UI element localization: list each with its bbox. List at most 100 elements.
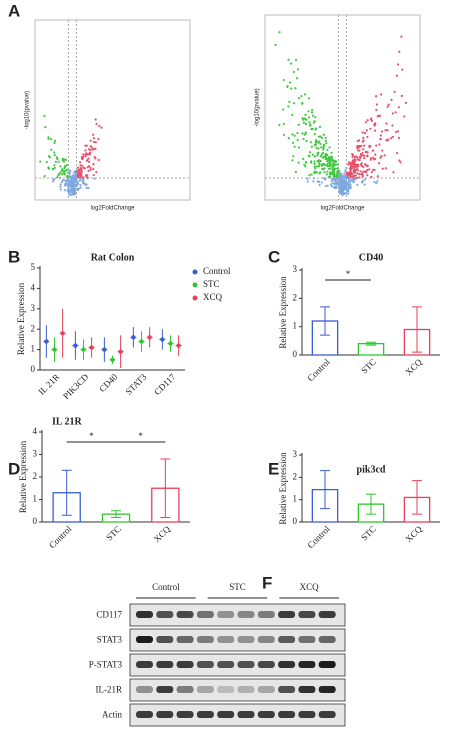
volcano-point — [82, 182, 85, 185]
x-tick-label: Control — [305, 523, 332, 550]
volcano-point — [361, 175, 365, 178]
volcano-point — [72, 193, 75, 196]
volcano-point — [92, 148, 95, 151]
volcano-point — [309, 123, 312, 126]
volcano-point — [379, 156, 382, 159]
volcano-point — [311, 153, 314, 156]
x-tick-label: CD117 — [152, 371, 178, 397]
volcano-point — [374, 153, 377, 156]
volcano-point — [373, 123, 376, 126]
volcano-point — [333, 179, 336, 182]
volcano-point — [361, 140, 364, 143]
mean-point — [176, 343, 181, 348]
volcano-point — [63, 189, 67, 192]
volcano-point — [304, 160, 308, 164]
volcano-point — [311, 114, 315, 117]
y-tick-label: 3 — [293, 449, 298, 459]
volcano-point — [363, 157, 366, 160]
panel-label: D — [8, 459, 20, 478]
blot-band — [298, 711, 316, 718]
volcano-point — [347, 177, 350, 180]
volcano-point — [397, 106, 401, 109]
volcano-point — [57, 160, 60, 163]
volcano-point — [347, 161, 350, 164]
blot-band — [217, 686, 235, 693]
volcano-point — [331, 158, 334, 162]
blot-band — [196, 686, 214, 693]
volcano-point — [47, 166, 50, 169]
x-tick-label: Control — [47, 523, 74, 550]
volcano-point — [72, 184, 75, 187]
volcano-point — [354, 158, 357, 161]
volcano-point — [92, 137, 96, 140]
y-tick-label: 0 — [293, 349, 298, 359]
volcano-point — [361, 154, 364, 157]
volcano-point — [68, 172, 71, 175]
blot-band — [278, 711, 296, 718]
volcano-point — [358, 158, 361, 162]
volcano-point — [336, 163, 339, 166]
volcano-point — [334, 175, 337, 178]
volcano-point — [365, 129, 368, 132]
volcano-point — [307, 97, 311, 100]
volcano-point — [302, 157, 305, 160]
mean-point — [118, 349, 123, 354]
volcano-point — [343, 172, 346, 175]
volcano-point — [78, 176, 81, 179]
volcano-point — [55, 156, 58, 159]
volcano-point — [73, 191, 77, 194]
volcano-point — [92, 173, 95, 177]
volcano-point — [71, 189, 74, 192]
volcano-point — [297, 161, 300, 164]
volcano-point — [319, 142, 322, 146]
significance-label: * — [138, 431, 143, 441]
y-tick-label: 3 — [31, 303, 36, 313]
volcano-point — [314, 167, 317, 170]
plot-frame — [264, 14, 421, 201]
volcano-point — [53, 164, 56, 167]
volcano-point — [64, 158, 68, 161]
volcano-point — [97, 137, 100, 141]
volcano-point — [359, 155, 362, 158]
volcano-point — [44, 126, 47, 129]
mean-point — [52, 347, 57, 352]
group-label: Control — [152, 582, 180, 592]
volcano-point — [332, 170, 335, 174]
volcano-point — [358, 176, 361, 179]
volcano-point — [316, 180, 319, 183]
volcano-point — [386, 105, 389, 108]
x-axis-label: log2FoldChange — [90, 206, 135, 212]
volcano-point — [290, 87, 293, 90]
volcano-point — [303, 93, 307, 96]
chart-title: IL 21R — [52, 416, 83, 427]
volcano-point — [94, 141, 97, 144]
volcano-point — [379, 134, 383, 137]
volcano-point — [313, 132, 316, 136]
blot-band — [318, 711, 336, 718]
volcano-point — [297, 123, 300, 126]
blot-band — [156, 686, 174, 693]
volcano-point — [353, 160, 356, 164]
volcano-point — [308, 151, 312, 154]
volcano-point — [327, 167, 331, 170]
mean-point — [102, 347, 107, 352]
y-tick-label: 0 — [33, 516, 38, 526]
volcano-point — [376, 180, 379, 183]
volcano-point — [336, 167, 339, 170]
volcano-point — [63, 167, 66, 170]
blot-strip — [129, 628, 346, 652]
volcano-point — [95, 122, 98, 126]
volcano-point — [295, 77, 299, 80]
volcano-point — [67, 175, 70, 178]
volcano-point — [67, 187, 70, 190]
row-label: P-STAT3 — [89, 660, 123, 670]
volcano-point — [87, 186, 90, 190]
volcano-point — [373, 180, 376, 183]
volcano-point — [74, 172, 78, 175]
volcano-point — [349, 183, 352, 186]
volcano-point — [80, 173, 83, 176]
volcano-point — [347, 172, 350, 176]
volcano-point — [352, 168, 356, 171]
y-tick-label: 0 — [31, 364, 36, 374]
volcano-point — [313, 165, 316, 168]
